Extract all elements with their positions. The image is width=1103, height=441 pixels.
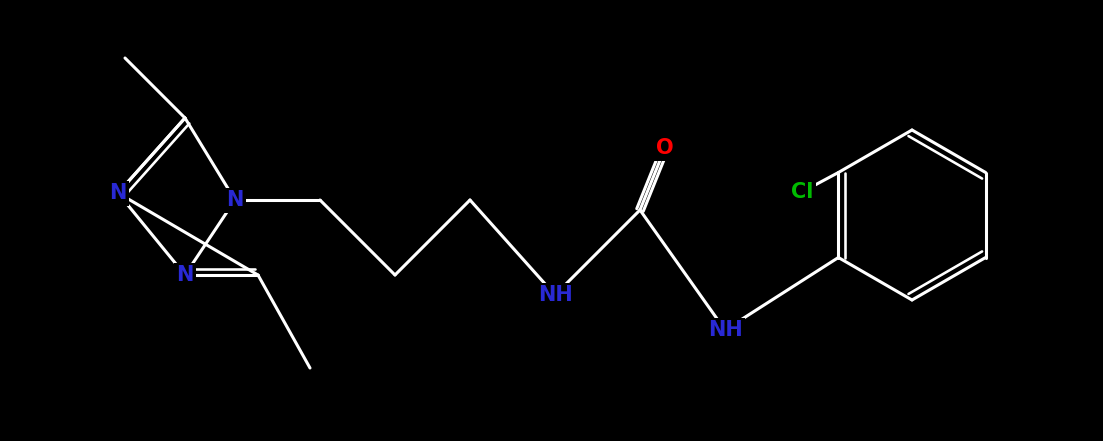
- Text: O: O: [656, 138, 674, 158]
- Text: Cl: Cl: [791, 182, 813, 202]
- Text: N: N: [176, 265, 194, 285]
- Text: N: N: [109, 183, 127, 203]
- Text: NH: NH: [537, 285, 572, 305]
- Text: NH: NH: [708, 320, 742, 340]
- Text: N: N: [226, 190, 244, 210]
